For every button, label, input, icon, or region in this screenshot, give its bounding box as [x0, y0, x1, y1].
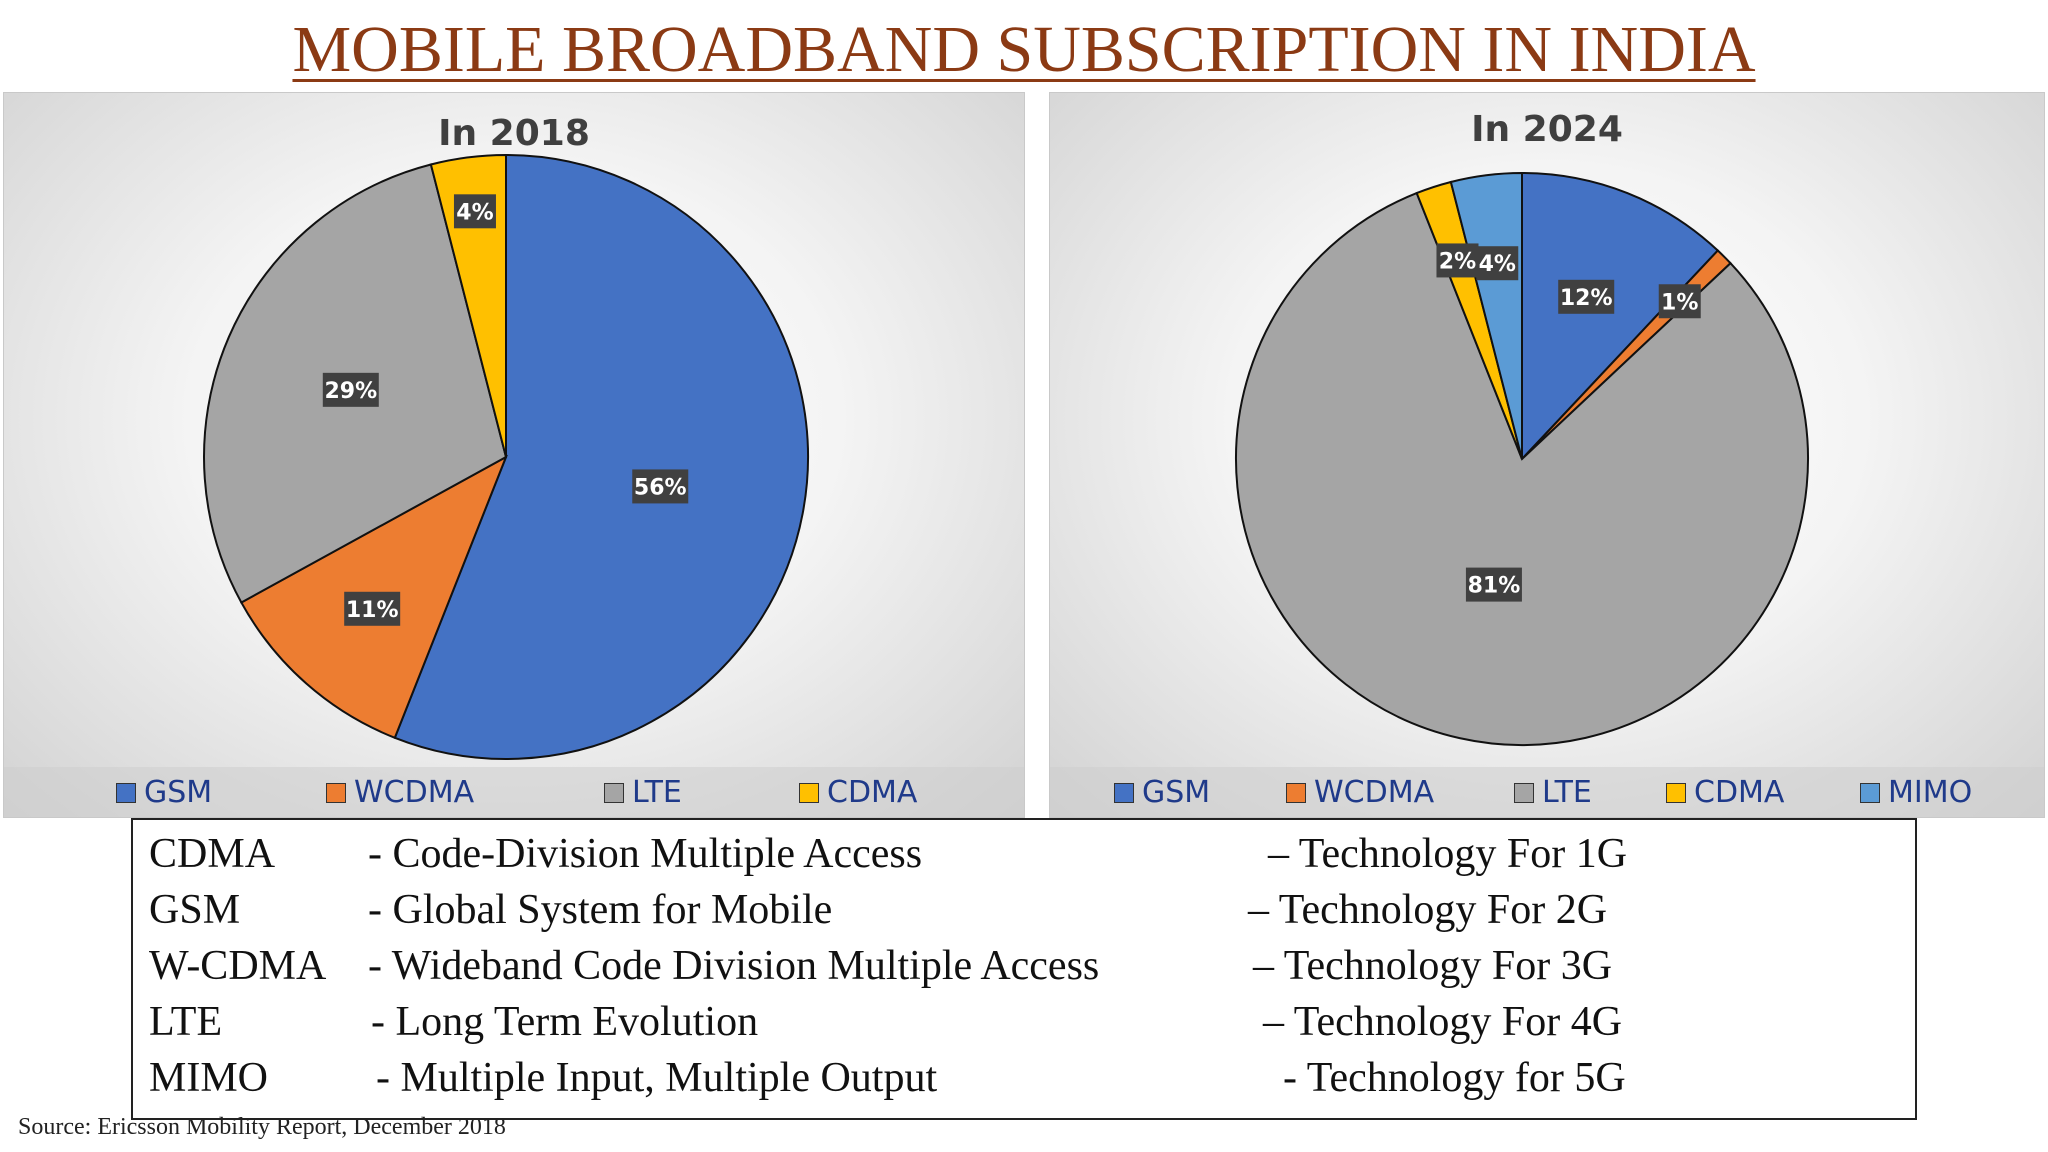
definition-abbr: LTE — [149, 999, 223, 1045]
svg-text:56%: 56% — [634, 475, 687, 500]
legend-item-lte: LTE — [604, 775, 682, 810]
legend-swatch — [116, 782, 136, 803]
legend-label: WCDMA — [1314, 775, 1435, 810]
legend-item-mimo: MIMO — [1860, 775, 1972, 810]
definition-row: CDMA - Code-Division Multiple Access – T… — [133, 830, 1915, 886]
legend-swatch — [1514, 782, 1534, 803]
legend-label: GSM — [1142, 775, 1211, 810]
legend-item-gsm: GSM — [1114, 775, 1210, 810]
pie-slice-gsm — [1521, 171, 1720, 462]
chart-panel-2024: In 2024 12% 1% 81% 2% 4% GSM WCDMA LTE CDMA MIMO — [1049, 92, 2045, 818]
definition-row: GSM - Global System for Mobile – Technol… — [133, 886, 1915, 942]
legend-swatch — [799, 782, 819, 803]
data-label-lte: 29% — [322, 372, 379, 407]
svg-text:81%: 81% — [1468, 574, 1521, 599]
svg-text:4%: 4% — [456, 200, 493, 225]
data-label-mimo: 4% — [1476, 246, 1519, 281]
legend-item-cdma: CDMA — [1666, 775, 1784, 810]
legend-swatch — [1114, 782, 1134, 803]
definition-full: - Long Term Evolution — [371, 999, 759, 1045]
svg-text:4%: 4% — [1479, 252, 1516, 277]
chart-title-2024: In 2024 — [1471, 109, 1623, 150]
definition-abbr: MIMO — [149, 1055, 269, 1101]
definition-tech: – Technology For 4G — [1263, 999, 1623, 1045]
data-label-wcdma: 1% — [1658, 284, 1701, 319]
pie-slice-lte — [1235, 191, 1809, 746]
legend-swatch — [1860, 782, 1880, 803]
definition-full: - Wideband Code Division Multiple Access — [368, 943, 1100, 989]
svg-text:11%: 11% — [346, 598, 399, 623]
definition-row: MIMO - Multiple Input, Multiple Output -… — [133, 1054, 1915, 1110]
definition-tech: – Technology For 1G — [1268, 831, 1628, 877]
data-label-gsm: 56% — [632, 469, 689, 504]
definition-abbr: W-CDMA — [149, 943, 327, 989]
definition-full: - Code-Division Multiple Access — [368, 831, 923, 877]
legend-label: MIMO — [1888, 775, 1973, 810]
chart-title-2018: In 2018 — [438, 113, 590, 154]
legend-2024: GSM WCDMA LTE CDMA MIMO — [1050, 767, 2044, 817]
legend-label: GSM — [144, 775, 213, 810]
legend-label: LTE — [1542, 775, 1592, 810]
svg-text:29%: 29% — [324, 379, 377, 404]
legend-2018: GSM WCDMA LTE CDMA — [4, 767, 1024, 817]
pie-slice-gsm — [393, 153, 810, 760]
legend-swatch — [1666, 782, 1686, 803]
definition-abbr: CDMA — [149, 831, 276, 877]
definition-row: W-CDMA - Wideband Code Division Multiple… — [133, 942, 1915, 998]
legend-swatch — [604, 782, 624, 803]
legend-label: CDMA — [827, 775, 918, 810]
legend-item-gsm: GSM — [116, 775, 212, 810]
svg-text:2%: 2% — [1439, 249, 1476, 274]
legend-item-wcdma: WCDMA — [1286, 775, 1434, 810]
svg-text:1%: 1% — [1661, 290, 1698, 315]
legend-label: WCDMA — [354, 775, 475, 810]
definition-abbr: GSM — [149, 887, 241, 933]
legend-item-lte: LTE — [1514, 775, 1592, 810]
legend-label: LTE — [632, 775, 682, 810]
data-label-lte: 81% — [1465, 567, 1522, 602]
definition-full: - Multiple Input, Multiple Output — [376, 1055, 938, 1101]
pie-chart-2024: 12% 1% 81% 2% 4% — [1235, 171, 1809, 746]
svg-text:12%: 12% — [1560, 286, 1613, 311]
definition-full: - Global System for Mobile — [368, 887, 833, 933]
pie-chart-2018: 56% 11% 29% 4% — [203, 153, 810, 760]
definition-row: LTE - Long Term Evolution – Technology F… — [133, 998, 1915, 1054]
data-label-gsm: 12% — [1558, 279, 1615, 314]
data-label-wcdma: 11% — [344, 591, 401, 626]
source-note: Source: Ericsson Mobility Report, Decemb… — [18, 1114, 506, 1140]
legend-item-cdma: CDMA — [799, 775, 917, 810]
definition-tech: – Technology For 2G — [1248, 887, 1608, 933]
pie-slice-cdma — [429, 153, 507, 458]
legend-item-wcdma: WCDMA — [326, 775, 474, 810]
legend-label: CDMA — [1694, 775, 1785, 810]
legend-swatch — [1286, 782, 1306, 803]
page-title: MOBILE BROADBAND SUBSCRIPTION IN INDIA — [292, 13, 1756, 86]
definitions-box: CDMA - Code-Division Multiple Access – T… — [131, 818, 1917, 1120]
definition-tech: - Technology for 5G — [1283, 1055, 1626, 1101]
data-label-cdma: 4% — [453, 194, 496, 229]
data-label-cdma: 2% — [1436, 243, 1479, 278]
definition-tech: – Technology For 3G — [1253, 943, 1613, 989]
legend-swatch — [326, 782, 346, 803]
chart-panel-2018: In 2018 56% 11% 29% 4% GSM WCDMA LTE CDMA — [3, 92, 1025, 818]
